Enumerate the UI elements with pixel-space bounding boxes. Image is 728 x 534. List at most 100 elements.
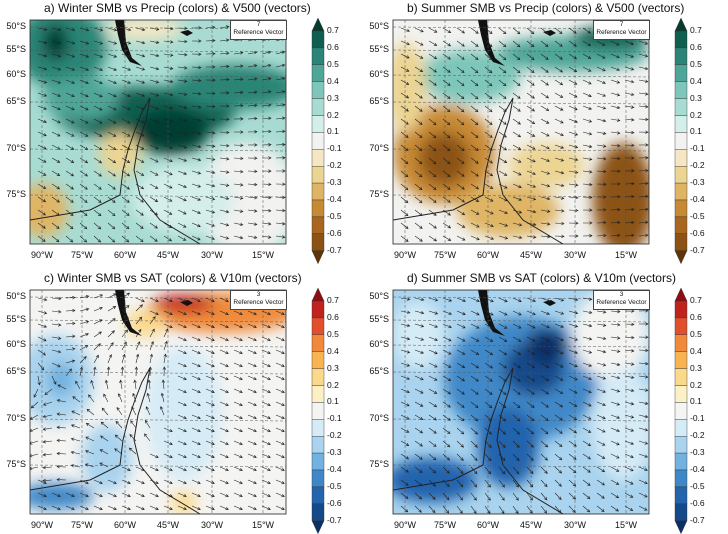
- wind-vector: [65, 492, 75, 498]
- wind-vector: [191, 183, 202, 188]
- wind-vector: [596, 53, 606, 59]
- wind-vector: [219, 209, 230, 214]
- wind-vector: [568, 453, 577, 460]
- wind-vector: [191, 26, 202, 30]
- wind-vector: [160, 392, 165, 403]
- latitude-gridline: [30, 371, 286, 375]
- panel-title-c: c) Winter SMB vs SAT (colors) & V10m (ve…: [44, 271, 302, 285]
- wind-vector: [428, 235, 438, 242]
- reference-vector-value: 7: [256, 21, 261, 28]
- wind-vector: [428, 118, 437, 126]
- wind-vector: [51, 170, 61, 176]
- wind-vector: [512, 196, 523, 201]
- reference-vector-box: 7 Reference Vector: [593, 20, 650, 40]
- wind-vector: [275, 129, 286, 134]
- lat-label: 70°S: [369, 143, 389, 153]
- wind-vector: [484, 401, 493, 409]
- colorbar-segment: [674, 149, 688, 167]
- reference-vector-box: 3 Reference Vector: [593, 290, 650, 310]
- wind-vector: [275, 63, 286, 68]
- colorbar-segment: [311, 300, 325, 319]
- wind-vector: [275, 440, 285, 446]
- wind-vector: [582, 323, 593, 328]
- wind-vector: [442, 92, 451, 100]
- wind-vector: [65, 235, 74, 243]
- wind-vector: [65, 157, 75, 163]
- wind-vector: [624, 66, 635, 71]
- wind-vector: [610, 375, 621, 380]
- wind-vector: [596, 375, 607, 380]
- wind-vector: [93, 306, 103, 312]
- wind-vector: [163, 66, 174, 70]
- wind-vector: [233, 323, 243, 329]
- wind-vector: [428, 440, 437, 447]
- wind-vector: [79, 356, 87, 364]
- wind-vector: [414, 53, 424, 59]
- wind-vector: [160, 406, 165, 416]
- wind-vector: [121, 222, 130, 230]
- wind-vector: [568, 466, 577, 474]
- wind-vector: [177, 297, 187, 303]
- wind-vector: [484, 235, 495, 240]
- wind-vector: [163, 144, 173, 149]
- wind-vector: [107, 492, 117, 498]
- wind-vector: [470, 235, 480, 241]
- colorbar-tick-label: -0.4: [327, 464, 342, 474]
- wind-vector: [526, 401, 535, 408]
- wind-vector: [79, 235, 88, 243]
- wind-vector: [51, 492, 61, 498]
- wind-vector: [121, 505, 131, 511]
- wind-vector: [610, 388, 621, 393]
- wind-vector: [247, 182, 258, 187]
- wind-vector: [205, 375, 215, 381]
- colorbar-tick-label: -0.6: [327, 227, 342, 238]
- wind-vector: [93, 209, 102, 217]
- wind-vector: [233, 196, 244, 200]
- wind-vector: [163, 297, 173, 303]
- wind-vector: [400, 222, 409, 230]
- wind-vector: [442, 349, 452, 355]
- wind-vector: [261, 414, 271, 420]
- wind-vector: [275, 77, 286, 81]
- colorbar-segment: [674, 385, 688, 403]
- wind-vector: [414, 66, 424, 73]
- wind-vector: [191, 414, 201, 420]
- wind-vector: [233, 222, 244, 227]
- wind-vector: [596, 157, 607, 161]
- wind-vector: [484, 349, 494, 356]
- colorbar-tick-label: 0.4: [690, 345, 702, 356]
- wind-vector: [247, 427, 257, 433]
- wind-vector: [233, 310, 243, 316]
- wind-vector: [554, 209, 565, 213]
- wind-vector: [233, 51, 244, 55]
- wind-vector: [638, 427, 649, 432]
- falklands-island: [180, 30, 193, 36]
- wind-vector: [205, 440, 215, 446]
- wind-vector: [37, 505, 47, 511]
- wind-vector: [582, 375, 592, 381]
- wind-vector: [149, 40, 160, 44]
- wind-vector: [414, 297, 425, 302]
- wind-vector: [526, 79, 535, 86]
- wind-vector: [596, 144, 607, 148]
- wind-vector: [624, 440, 634, 445]
- wind-vector: [540, 349, 550, 355]
- south-america-coastline: [478, 20, 505, 66]
- wind-vector: [596, 118, 607, 123]
- wind-vector: [149, 183, 159, 189]
- wind-vector: [484, 131, 493, 138]
- colorbar-tick-label: 0.1: [327, 126, 339, 137]
- wind-vector: [442, 209, 451, 216]
- wind-vector: [51, 296, 62, 301]
- wind-vector: [162, 366, 166, 377]
- wind-vector: [219, 143, 230, 148]
- wind-vector: [470, 375, 479, 382]
- wind-vector: [261, 362, 271, 368]
- wind-vector: [582, 92, 592, 98]
- lon-label: 75°W: [433, 520, 457, 530]
- wind-vector: [470, 453, 478, 462]
- wind-vector: [568, 105, 578, 111]
- field-contour: [393, 458, 478, 503]
- wind-vector: [512, 209, 523, 214]
- south-america-coastline: [115, 290, 142, 336]
